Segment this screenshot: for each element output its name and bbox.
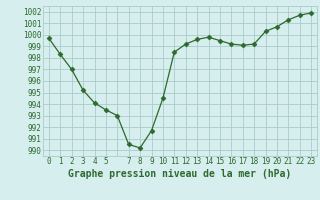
X-axis label: Graphe pression niveau de la mer (hPa): Graphe pression niveau de la mer (hPa) [68, 169, 292, 179]
